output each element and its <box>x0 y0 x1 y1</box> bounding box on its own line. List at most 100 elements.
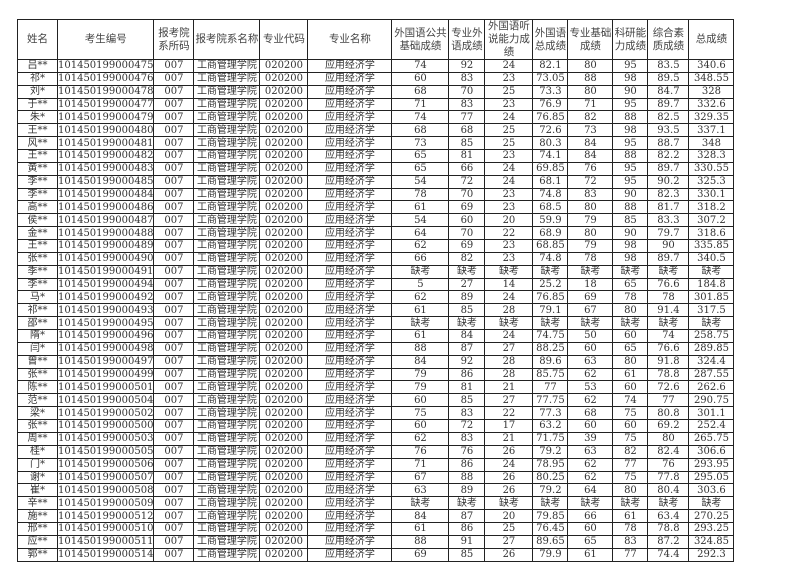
cell-foreign-basic: 60 <box>391 419 450 433</box>
cell-major-name: 应用经济学 <box>307 97 393 112</box>
cell-dept-name: 工商管理学院 <box>193 354 261 369</box>
cell-overall: 91.4 <box>647 303 690 318</box>
cell-name: 祁** <box>17 303 58 318</box>
cell-research: 60 <box>612 380 649 395</box>
cell-foreign-total: 80.3 <box>532 136 569 151</box>
cell-major-code: 020200 <box>259 509 309 523</box>
cell-foreign-basic: 79 <box>391 367 450 382</box>
cell-exam-id: 101450199000483 <box>56 161 155 176</box>
cell-dept-name: 工商管理学院 <box>193 71 261 86</box>
cell-listening: 缺考 <box>484 496 534 511</box>
cell-overall: 78 <box>647 290 690 305</box>
cell-listening: 24 <box>484 290 534 305</box>
cell-major-name: 应用经济学 <box>307 136 393 151</box>
cell-dept-code: 007 <box>153 354 195 369</box>
cell-major-basic: 67 <box>567 303 614 318</box>
cell-major-name: 应用经济学 <box>307 303 393 318</box>
cell-total: 252.4 <box>688 419 735 433</box>
cell-foreign-basic: 62 <box>391 290 450 305</box>
cell-dept-name: 工商管理学院 <box>193 213 261 228</box>
cell-exam-id: 101450199000508 <box>56 483 155 498</box>
cell-dept-code: 007 <box>153 149 195 163</box>
cell-dept-code: 007 <box>153 406 195 421</box>
cell-research: 85 <box>612 213 649 228</box>
cell-major-name: 应用经济学 <box>307 110 393 125</box>
cell-exam-id: 101450199000509 <box>56 496 155 511</box>
cell-research: 60 <box>612 419 649 433</box>
cell-research: 98 <box>612 251 649 266</box>
cell-major-foreign: 27 <box>448 277 486 292</box>
cell-overall: 77 <box>647 393 690 408</box>
cell-total: 324.85 <box>688 534 735 549</box>
cell-major-basic: 84 <box>567 149 614 163</box>
cell-overall: 78.8 <box>647 521 690 536</box>
cell-foreign-total: 73.05 <box>532 71 569 86</box>
cell-exam-id: 101450199000501 <box>56 380 155 395</box>
cell-research: 65 <box>612 277 649 292</box>
cell-foreign-basic: 71 <box>391 97 450 112</box>
cell-research: 74 <box>612 393 649 408</box>
cell-foreign-total: 79.2 <box>532 483 569 498</box>
cell-foreign-total: 缺考 <box>532 316 569 331</box>
cell-major-name: 应用经济学 <box>307 161 393 176</box>
cell-dept-name: 工商管理学院 <box>193 200 261 215</box>
cell-major-code: 020200 <box>259 136 309 151</box>
cell-total: 306.6 <box>688 444 735 459</box>
cell-major-name: 应用经济学 <box>307 149 393 163</box>
cell-major-name: 应用经济学 <box>307 444 393 459</box>
cell-foreign-total: 76.85 <box>532 110 569 125</box>
cell-major-code: 020200 <box>259 97 309 112</box>
cell-exam-id: 101450199000506 <box>56 457 155 472</box>
cell-overall: 缺考 <box>647 496 690 511</box>
cell-research: 88 <box>612 200 649 215</box>
cell-major-foreign: 86 <box>448 457 486 472</box>
cell-foreign-total: 82.1 <box>532 59 569 73</box>
cell-major-code: 020200 <box>259 71 309 86</box>
cell-exam-id: 101450199000505 <box>56 444 155 459</box>
cell-listening: 24 <box>484 161 534 176</box>
table-row: 王** 101450199000489 007 工商管理学院 020200 应用经济学 62… <box>17 239 735 253</box>
cell-foreign-basic: 75 <box>391 406 450 421</box>
cell-exam-id: 101450199000493 <box>56 303 155 318</box>
cell-listening: 17 <box>484 419 534 433</box>
cell-listening: 21 <box>484 431 534 446</box>
cell-major-code: 020200 <box>259 419 309 433</box>
table-row: 侯** 101450199000487 007 工商管理学院 020200 应用经济学 54… <box>17 213 735 228</box>
cell-exam-id: 101450199000502 <box>56 406 155 421</box>
table-row: 祁** 101450199000493 007 工商管理学院 020200 应用经济学 61… <box>17 303 735 318</box>
table-row: 陈** 101450199000501 007 工商管理学院 020200 应用经济学 79… <box>17 380 735 395</box>
cell-overall: 72.6 <box>647 380 690 395</box>
cell-overall: 80.8 <box>647 406 690 421</box>
cell-total: 缺考 <box>688 496 735 511</box>
cell-major-name: 应用经济学 <box>307 431 393 446</box>
cell-dept-code: 007 <box>153 534 195 549</box>
cell-exam-id: 101450199000496 <box>56 329 155 343</box>
cell-dept-name: 工商管理学院 <box>193 290 261 305</box>
cell-dept-code: 007 <box>153 509 195 523</box>
cell-name: 陈** <box>17 380 58 395</box>
cell-major-foreign: 69 <box>448 239 486 253</box>
table-row: 李** 101450199000494 007 工商管理学院 020200 应用经济学 5 2… <box>17 277 735 292</box>
cell-foreign-basic: 61 <box>391 200 450 215</box>
cell-foreign-total: 76.45 <box>532 521 569 536</box>
cell-name: 张** <box>17 251 58 266</box>
cell-foreign-basic: 61 <box>391 521 450 536</box>
cell-major-foreign: 86 <box>448 367 486 382</box>
cell-overall: 88.7 <box>647 136 690 151</box>
cell-exam-id: 101450199000481 <box>56 136 155 151</box>
cell-foreign-basic: 62 <box>391 431 450 446</box>
cell-major-foreign: 82 <box>448 251 486 266</box>
cell-research: 61 <box>612 509 649 523</box>
cell-dept-name: 工商管理学院 <box>193 457 261 472</box>
cell-exam-id: 101450199000485 <box>56 174 155 189</box>
cell-research: 65 <box>612 341 649 356</box>
column-header: 综合素质成绩 <box>647 19 690 60</box>
cell-dept-name: 工商管理学院 <box>193 534 261 549</box>
cell-exam-id: 101450199000484 <box>56 187 155 202</box>
cell-dept-code: 007 <box>153 367 195 382</box>
cell-name: 李** <box>17 277 58 292</box>
cell-total: 307.2 <box>688 213 735 228</box>
cell-major-basic: 60 <box>567 341 614 356</box>
cell-total: 270.25 <box>688 509 735 523</box>
cell-overall: 76.6 <box>647 277 690 292</box>
